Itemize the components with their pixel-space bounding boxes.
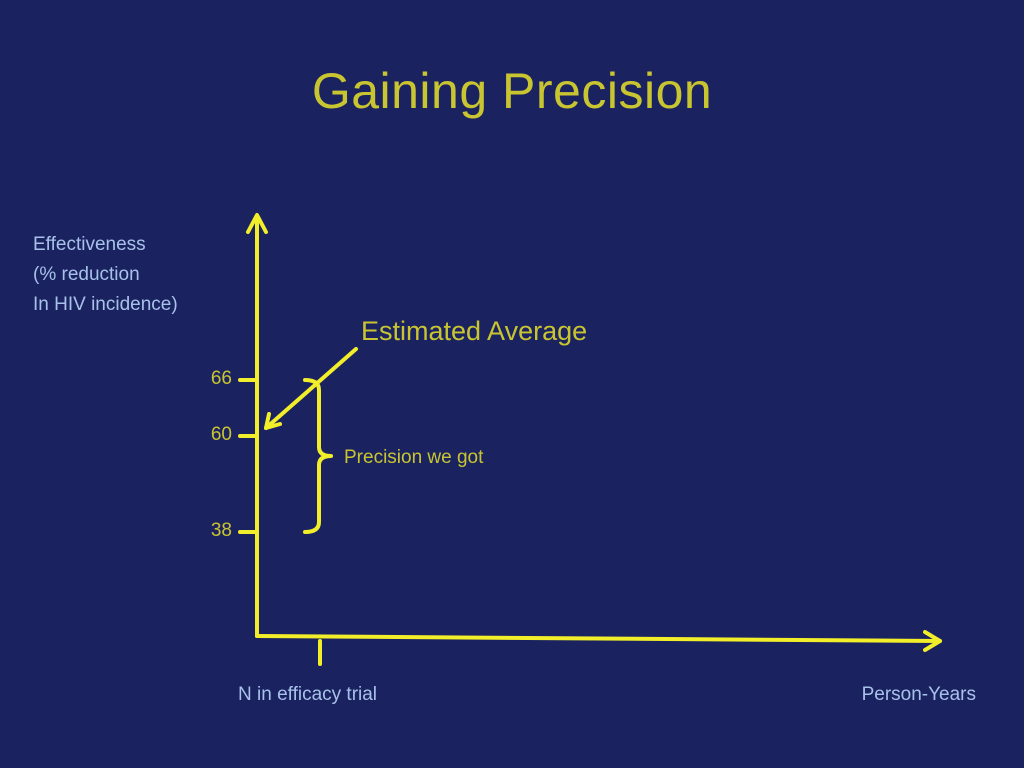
y-axis-label-line: (% reduction (33, 264, 140, 285)
x-axis-arrowhead (923, 630, 942, 652)
y-tick-label-38: 38 (210, 520, 232, 541)
x-axis-line (255, 634, 942, 643)
slide-title: Gaining Precision (311, 63, 713, 119)
y-axis-label-line: Effectiveness (33, 234, 146, 255)
precision-bracket (303, 378, 333, 534)
x-axis-label: Person-Years (861, 684, 976, 705)
y-axis-label: Effectiveness (% reduction In HIV incide… (33, 230, 178, 320)
estimated-average-label: Estimated Average (361, 316, 588, 346)
y-axis-arrowhead (246, 213, 268, 234)
estimate-pointer-arrowhead (264, 412, 282, 430)
y-axis-label-line: In HIV incidence) (33, 294, 178, 315)
x-marker-label: N in efficacy trial (238, 684, 378, 705)
precision-label: Precision we got (344, 447, 484, 468)
estimate-pointer-line (264, 347, 358, 430)
y-tick-label-60: 60 (210, 424, 232, 445)
y-tick-label-66: 66 (210, 368, 232, 389)
